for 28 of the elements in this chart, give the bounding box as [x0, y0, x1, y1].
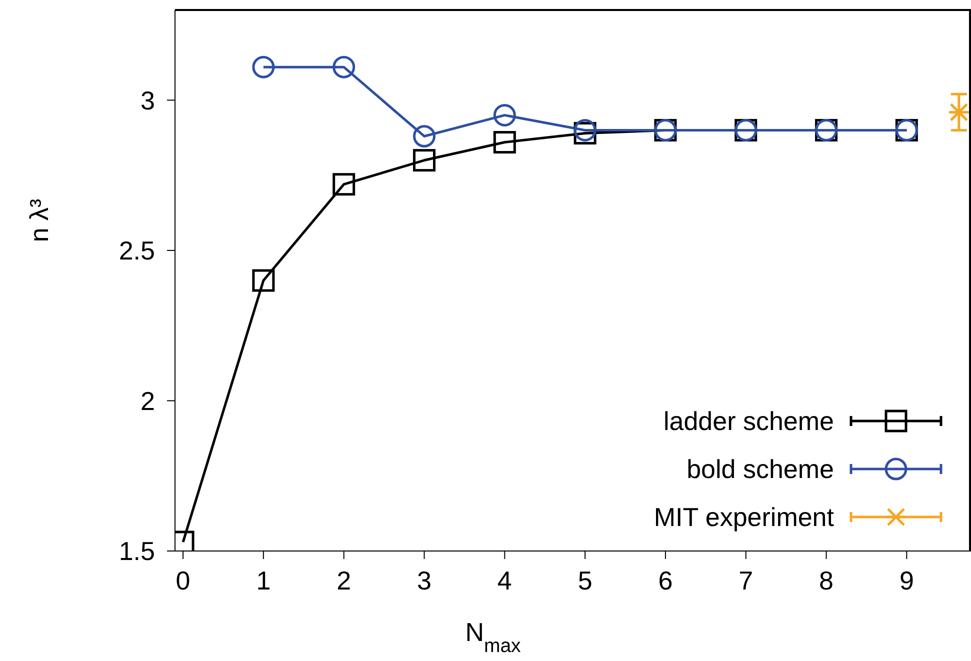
point: [413, 149, 436, 172]
point: [493, 130, 516, 154]
x-tick-label: 2: [336, 565, 352, 596]
point: [332, 56, 356, 78]
point: [493, 104, 516, 126]
legend-label: bold scheme: [686, 454, 834, 484]
x-tick-label: 7: [738, 565, 754, 596]
legend-label: MIT experiment: [654, 502, 834, 532]
x-tick-label: 4: [497, 565, 512, 596]
x-tick-label: 1: [256, 565, 271, 596]
legend-label: ladder scheme: [663, 406, 834, 436]
y-tick-label: 2: [140, 386, 155, 416]
point: [948, 102, 970, 122]
x-tick-label: 6: [658, 565, 673, 596]
x-tick-label: 9: [899, 565, 914, 596]
x-tick-label: 0: [176, 565, 190, 596]
point: [413, 124, 436, 148]
x-tick-label: 5: [578, 565, 592, 596]
y-axis-title: n λ³: [24, 198, 54, 242]
x-axis-title: N$_{max}$: [465, 617, 522, 657]
point: [252, 269, 275, 292]
point: [252, 56, 275, 78]
x-tick-label: 3: [417, 565, 432, 596]
y-tick-label: 3: [140, 85, 155, 116]
y-tick-label: 1.5: [118, 536, 155, 566]
point: [332, 173, 356, 196]
x-tick-label: 8: [819, 565, 834, 596]
y-tick-label: 2.5: [118, 236, 155, 266]
